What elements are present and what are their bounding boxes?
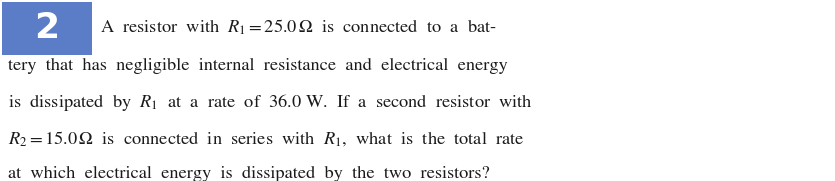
Text: at  which  electrical  energy  is  dissipated  by  the  two  resistors?: at which electrical energy is dissipated… [8,166,489,181]
Text: 2: 2 [34,12,59,45]
FancyBboxPatch shape [2,2,92,55]
Text: is  dissipated  by  $R_1$  at  a  rate  of  36.0 W.  If  a  second  resistor  wi: is dissipated by $R_1$ at a rate of 36.0… [8,92,533,113]
Text: $R_2 = 15.0\,\Omega$  is  connected  in  series  with  $R_1$,  what  is  the  to: $R_2 = 15.0\,\Omega$ is connected in ser… [8,130,524,148]
Text: tery  that  has  negligible  internal  resistance  and  electrical  energy: tery that has negligible internal resist… [8,58,508,74]
Text: A  resistor  with  $R_1 = 25.0\,\Omega$  is  connected  to  a  bat-: A resistor with $R_1 = 25.0\,\Omega$ is … [100,18,497,37]
